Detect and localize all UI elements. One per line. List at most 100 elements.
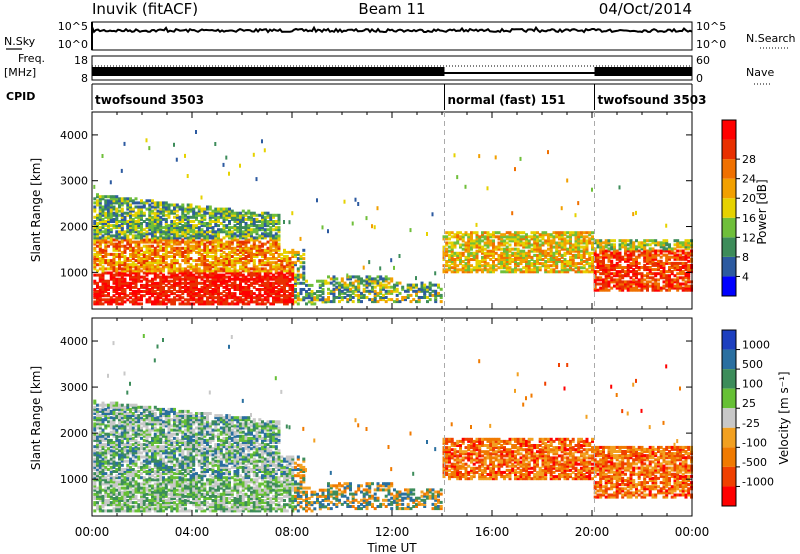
power-cell-2590 (288, 273, 292, 277)
power-cell-2730 (324, 281, 328, 285)
power-cell-1050 (164, 207, 168, 211)
power-cell-1840 (225, 271, 229, 275)
power-cell-2842 (362, 289, 366, 293)
power-cell-107 (98, 222, 102, 225)
power-cell-2377 (266, 220, 270, 223)
power-cell-788 (148, 255, 152, 258)
velocity-cell-223 (107, 443, 110, 447)
power-cell-1199 (175, 203, 179, 207)
velocity-cell-13 (93, 474, 97, 478)
power-cell-4074 (624, 243, 627, 247)
power-cell-938 (159, 296, 163, 300)
power-cell-744 (145, 277, 149, 281)
power-cell-67 (96, 222, 99, 225)
power-cell-2508 (277, 230, 281, 234)
power-cell-2593 (288, 267, 292, 271)
power-cell-3906 (599, 245, 603, 249)
power-cell-2779 (343, 291, 347, 295)
power-cell-907 (156, 269, 160, 273)
power-cell-2121 (247, 290, 251, 293)
power-cell-204 (107, 292, 110, 296)
power-cell-510 (129, 300, 132, 304)
power-cell-1686 (214, 285, 218, 289)
power-cell-3715 (566, 178, 569, 183)
power-cell-1481 (197, 236, 201, 240)
power-cell-1680 (211, 209, 215, 213)
power-cell-4258 (651, 247, 655, 251)
power-cell-2967 (409, 285, 413, 289)
power-cell-3665 (558, 235, 561, 239)
power-cell-4184 (640, 247, 644, 251)
power-cell-782 (148, 269, 152, 273)
power-cell-885 (153, 222, 157, 225)
power-cell-2113 (244, 217, 248, 221)
power-cell-1413 (192, 230, 196, 234)
power-cell-3330 (497, 237, 501, 241)
power-cell-3817 (585, 249, 589, 253)
velocity-cell-52 (96, 474, 99, 478)
power-cell-2423 (272, 285, 275, 289)
power-cell-3676 (560, 247, 564, 251)
power-cell-200 (107, 302, 110, 306)
power-cell-3635 (552, 239, 556, 243)
velocity-cell-142 (101, 463, 105, 467)
power-cell-3288 (489, 243, 493, 247)
power-cell-1043 (164, 226, 168, 230)
power-cell-789 (148, 252, 152, 256)
power-cell-1434 (195, 271, 198, 275)
power-cell-3558 (538, 253, 542, 257)
power-cell-367 (118, 273, 121, 277)
power-cell-4199 (643, 253, 647, 257)
power-cell-664 (137, 213, 141, 217)
power-cell-3723 (569, 251, 572, 255)
power-cell-1875 (228, 275, 231, 279)
power-cell-2395 (269, 263, 273, 267)
power-cell-1959 (233, 250, 237, 254)
power-cell-594 (134, 290, 138, 293)
power-cell-2601 (291, 302, 295, 306)
power-cell-3170 (467, 239, 471, 243)
power-cell-2092 (244, 265, 248, 269)
power-cell-2956 (404, 296, 407, 299)
power-cell-3863 (593, 272, 597, 276)
power-cell-4288 (657, 263, 660, 267)
power-cell-1464 (197, 288, 201, 291)
power-cell-2766 (338, 287, 341, 291)
power-cell-2784 (343, 199, 346, 204)
power-cell-1593 (206, 240, 209, 244)
power-cell-3151 (464, 241, 468, 245)
power-cell-1883 (228, 255, 231, 258)
power-cell-2638 (294, 252, 297, 256)
power-cell-3920 (602, 263, 605, 267)
power-cell-3927 (602, 249, 605, 253)
power-cell-2950 (398, 254, 401, 258)
power-cell-283 (112, 277, 116, 281)
power-cell-4381 (673, 286, 677, 290)
power-cell-3143 (464, 264, 468, 268)
power-cell-3933 (604, 284, 608, 288)
power-cell-1718 (214, 213, 218, 217)
velocity-cell-44 (96, 501, 99, 505)
power-cell-624 (134, 213, 138, 217)
power-cell-1274 (184, 285, 187, 289)
power-cell-4021 (618, 288, 622, 292)
power-cell-2386 (269, 285, 273, 289)
power-cell-3268 (486, 253, 490, 257)
power-cell-2531 (280, 263, 284, 267)
power-cell-3215 (475, 237, 479, 241)
power-cell-645 (137, 257, 141, 261)
power-cell-1174 (175, 273, 179, 277)
power-cell-3647 (555, 249, 559, 253)
power-cell-3563 (538, 243, 542, 247)
power-cell-2807 (351, 289, 355, 293)
power-cell-3345 (500, 239, 504, 243)
power-cell-2918 (384, 279, 388, 283)
power-cell-434 (120, 207, 124, 211)
power-cell-3021 (434, 289, 438, 293)
power-cell-4135 (632, 241, 636, 245)
power-cell-3979 (610, 263, 614, 267)
power-cell-4126 (632, 261, 636, 265)
power-cell-1430 (195, 281, 198, 285)
velocity-cell-335 (115, 482, 119, 486)
power-cell-3414 (514, 262, 517, 266)
